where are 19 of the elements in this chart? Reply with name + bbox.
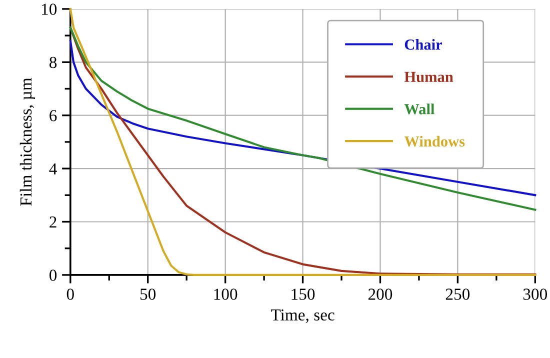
legend-label: Windows [404,136,465,147]
legend-label: Wall [404,104,434,114]
legend-label: Human [404,72,454,82]
x-tick-label: 150 [292,288,315,300]
x-tick-label: 200 [368,288,392,300]
y-tick-label: 0 [50,270,57,281]
x-tick-label: 300 [523,288,548,300]
x-axis-title: Time, sec [270,309,334,323]
y-axis-title: Film thickness, µm [20,78,35,206]
y-tick-label: 10 [42,4,57,15]
y-tick-label: 4 [49,163,57,174]
x-tick-label: 100 [214,288,238,300]
x-tick-label: 50 [140,288,156,300]
y-tick-label: 2 [50,216,56,228]
y-tick-label: 6 [50,110,57,122]
legend-label: Chair [404,39,442,50]
y-tick-label: 8 [50,56,57,68]
x-tick-label: 250 [446,288,470,300]
x-tick-label: 0 [66,288,74,300]
